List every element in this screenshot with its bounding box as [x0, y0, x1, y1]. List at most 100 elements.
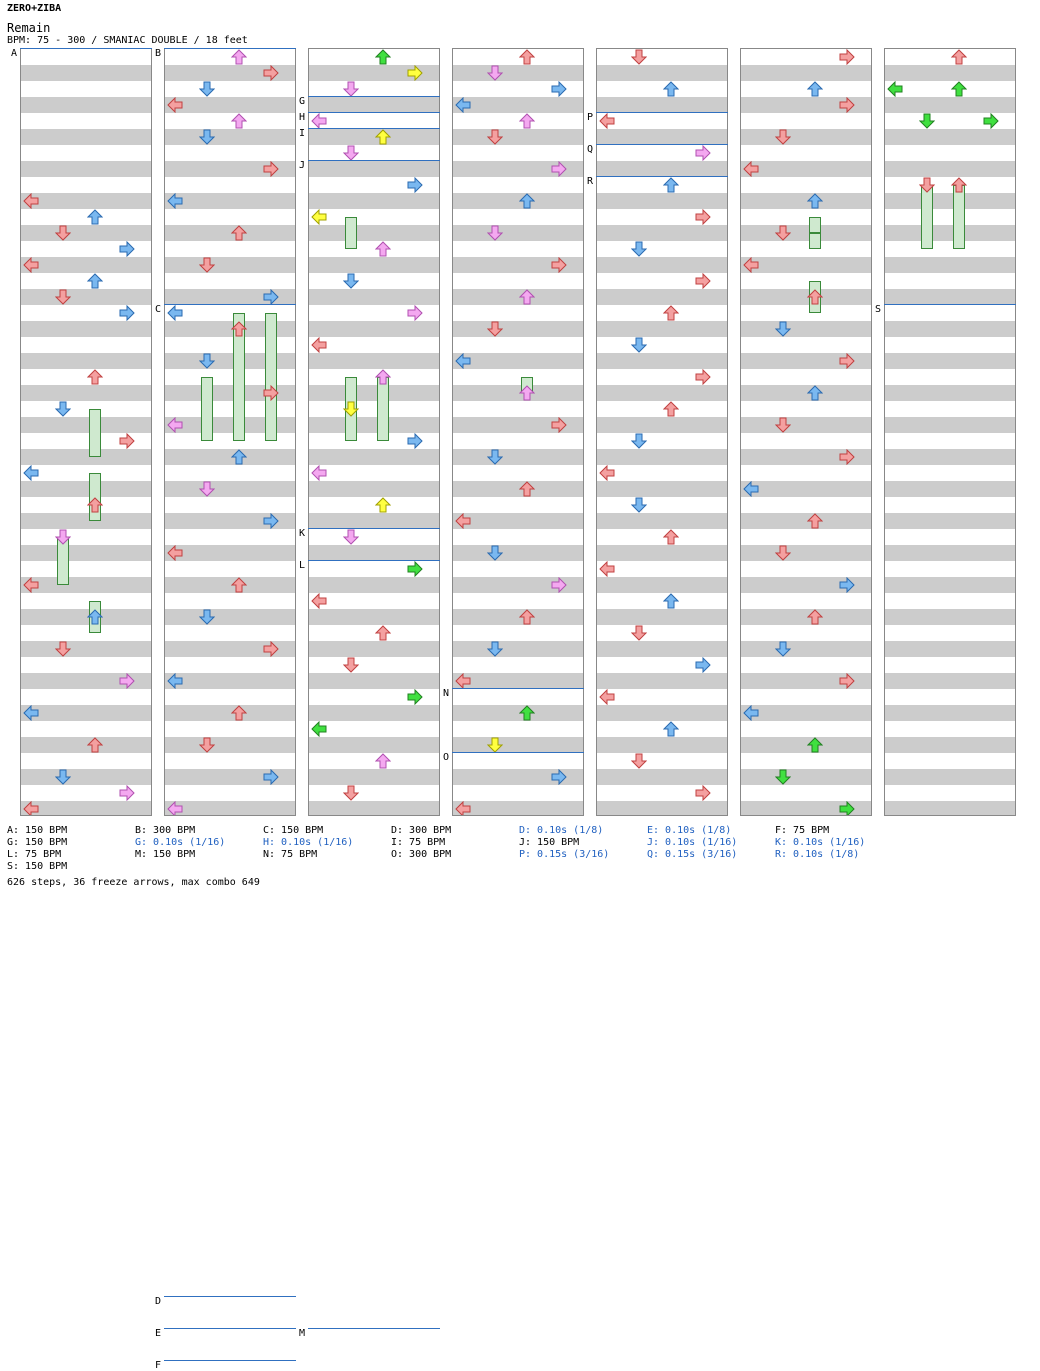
- step-arrow: [198, 481, 216, 497]
- speed-marker-label: H: [299, 112, 306, 123]
- step-arrow: [695, 368, 711, 386]
- speed-marker-line: [596, 176, 728, 177]
- chart-column-5: [596, 48, 728, 816]
- step-arrow: [54, 529, 72, 545]
- step-arrow: [167, 96, 183, 114]
- step-arrow: [119, 432, 135, 450]
- step-arrow: [263, 160, 279, 178]
- step-arrow: [54, 641, 72, 657]
- step-arrow: [374, 129, 392, 145]
- speed-marker-label: M: [299, 1328, 306, 1339]
- freeze-arrow: [345, 217, 357, 249]
- step-arrow: [695, 784, 711, 802]
- step-arrow: [839, 448, 855, 466]
- step-arrow: [662, 529, 680, 545]
- step-arrow: [806, 513, 824, 529]
- step-arrow: [407, 688, 423, 706]
- step-arrow: [198, 609, 216, 625]
- step-arrow: [839, 800, 855, 815]
- step-arrow: [774, 129, 792, 145]
- speed-marker-label: G: [299, 96, 306, 107]
- step-arrow: [806, 609, 824, 625]
- speed-marker-line: [452, 688, 584, 689]
- step-arrow: [839, 352, 855, 370]
- step-arrow: [407, 560, 423, 578]
- step-arrow: [374, 369, 392, 385]
- step-arrow: [983, 112, 999, 130]
- step-arrow: [407, 432, 423, 450]
- freeze-arrow: [809, 217, 821, 233]
- step-arrow: [774, 417, 792, 433]
- speed-marker-line: [596, 144, 728, 145]
- step-arrow: [950, 81, 968, 97]
- step-arrow: [198, 353, 216, 369]
- chart-column-3: [308, 48, 440, 816]
- step-arrow: [342, 273, 360, 289]
- speed-marker-label: F: [155, 1360, 162, 1371]
- step-arrow: [167, 544, 183, 562]
- step-arrow: [662, 401, 680, 417]
- step-arrow: [518, 481, 536, 497]
- legend-entry: M: 150 BPM: [135, 849, 196, 860]
- step-arrow: [86, 273, 104, 289]
- step-arrow: [167, 192, 183, 210]
- speed-marker-label: A: [11, 48, 18, 59]
- step-arrow: [54, 769, 72, 785]
- step-arrow: [551, 576, 567, 594]
- step-arrow: [518, 609, 536, 625]
- speed-marker-line: [308, 528, 440, 529]
- legend-entry: S: 150 BPM: [7, 861, 68, 872]
- freeze-arrow: [953, 185, 965, 249]
- step-arrow: [86, 369, 104, 385]
- step-arrow: [311, 336, 327, 354]
- step-arrow: [599, 112, 615, 130]
- legend-entry: H: 0.10s (1/16): [263, 837, 354, 848]
- brand-title: ZERO+ZIBA: [7, 3, 62, 14]
- legend-entry: N: 75 BPM: [263, 849, 318, 860]
- step-arrow: [806, 81, 824, 97]
- song-title: Remain: [7, 21, 51, 35]
- step-arrow: [342, 145, 360, 161]
- step-arrow: [374, 241, 392, 257]
- step-arrow: [743, 704, 759, 722]
- speed-marker-line: [884, 304, 1016, 305]
- step-arrow: [407, 64, 423, 82]
- step-arrow: [455, 672, 471, 690]
- step-arrow: [342, 81, 360, 97]
- legend-entry: F: 75 BPM: [775, 825, 830, 836]
- speed-marker-label: K: [299, 528, 306, 539]
- step-arrow: [119, 672, 135, 690]
- speed-marker-line: [164, 1360, 296, 1361]
- step-arrow: [518, 193, 536, 209]
- legend-entry: R: 0.10s (1/8): [775, 849, 860, 860]
- step-arrow: [662, 305, 680, 321]
- legend-entry: J: 0.10s (1/16): [647, 837, 738, 848]
- step-arrow: [551, 416, 567, 434]
- step-arrow: [774, 321, 792, 337]
- speed-marker-line: [164, 1328, 296, 1329]
- step-arrow: [486, 737, 504, 753]
- step-arrow: [342, 529, 360, 545]
- step-arrow: [167, 304, 183, 322]
- speed-marker-label: R: [587, 176, 594, 187]
- speed-marker-line: [164, 1296, 296, 1297]
- speed-marker-line: [308, 560, 440, 561]
- legend-entry: L: 75 BPM: [7, 849, 62, 860]
- step-arrow: [806, 289, 824, 305]
- freeze-arrow: [377, 377, 389, 441]
- step-arrow: [342, 401, 360, 417]
- speed-marker-line: [308, 1328, 440, 1329]
- step-arrow: [263, 288, 279, 306]
- step-arrow: [198, 257, 216, 273]
- legend-entry: B: 300 BPM: [135, 825, 196, 836]
- step-arrow: [374, 625, 392, 641]
- step-arrow: [743, 480, 759, 498]
- chart-column-2: [164, 48, 296, 816]
- step-arrow: [23, 576, 39, 594]
- legend-entry: J: 150 BPM: [519, 837, 580, 848]
- step-arrow: [407, 304, 423, 322]
- step-arrow: [342, 785, 360, 801]
- step-arrow: [374, 497, 392, 513]
- chart-column-1: [20, 48, 152, 816]
- step-arrow: [54, 225, 72, 241]
